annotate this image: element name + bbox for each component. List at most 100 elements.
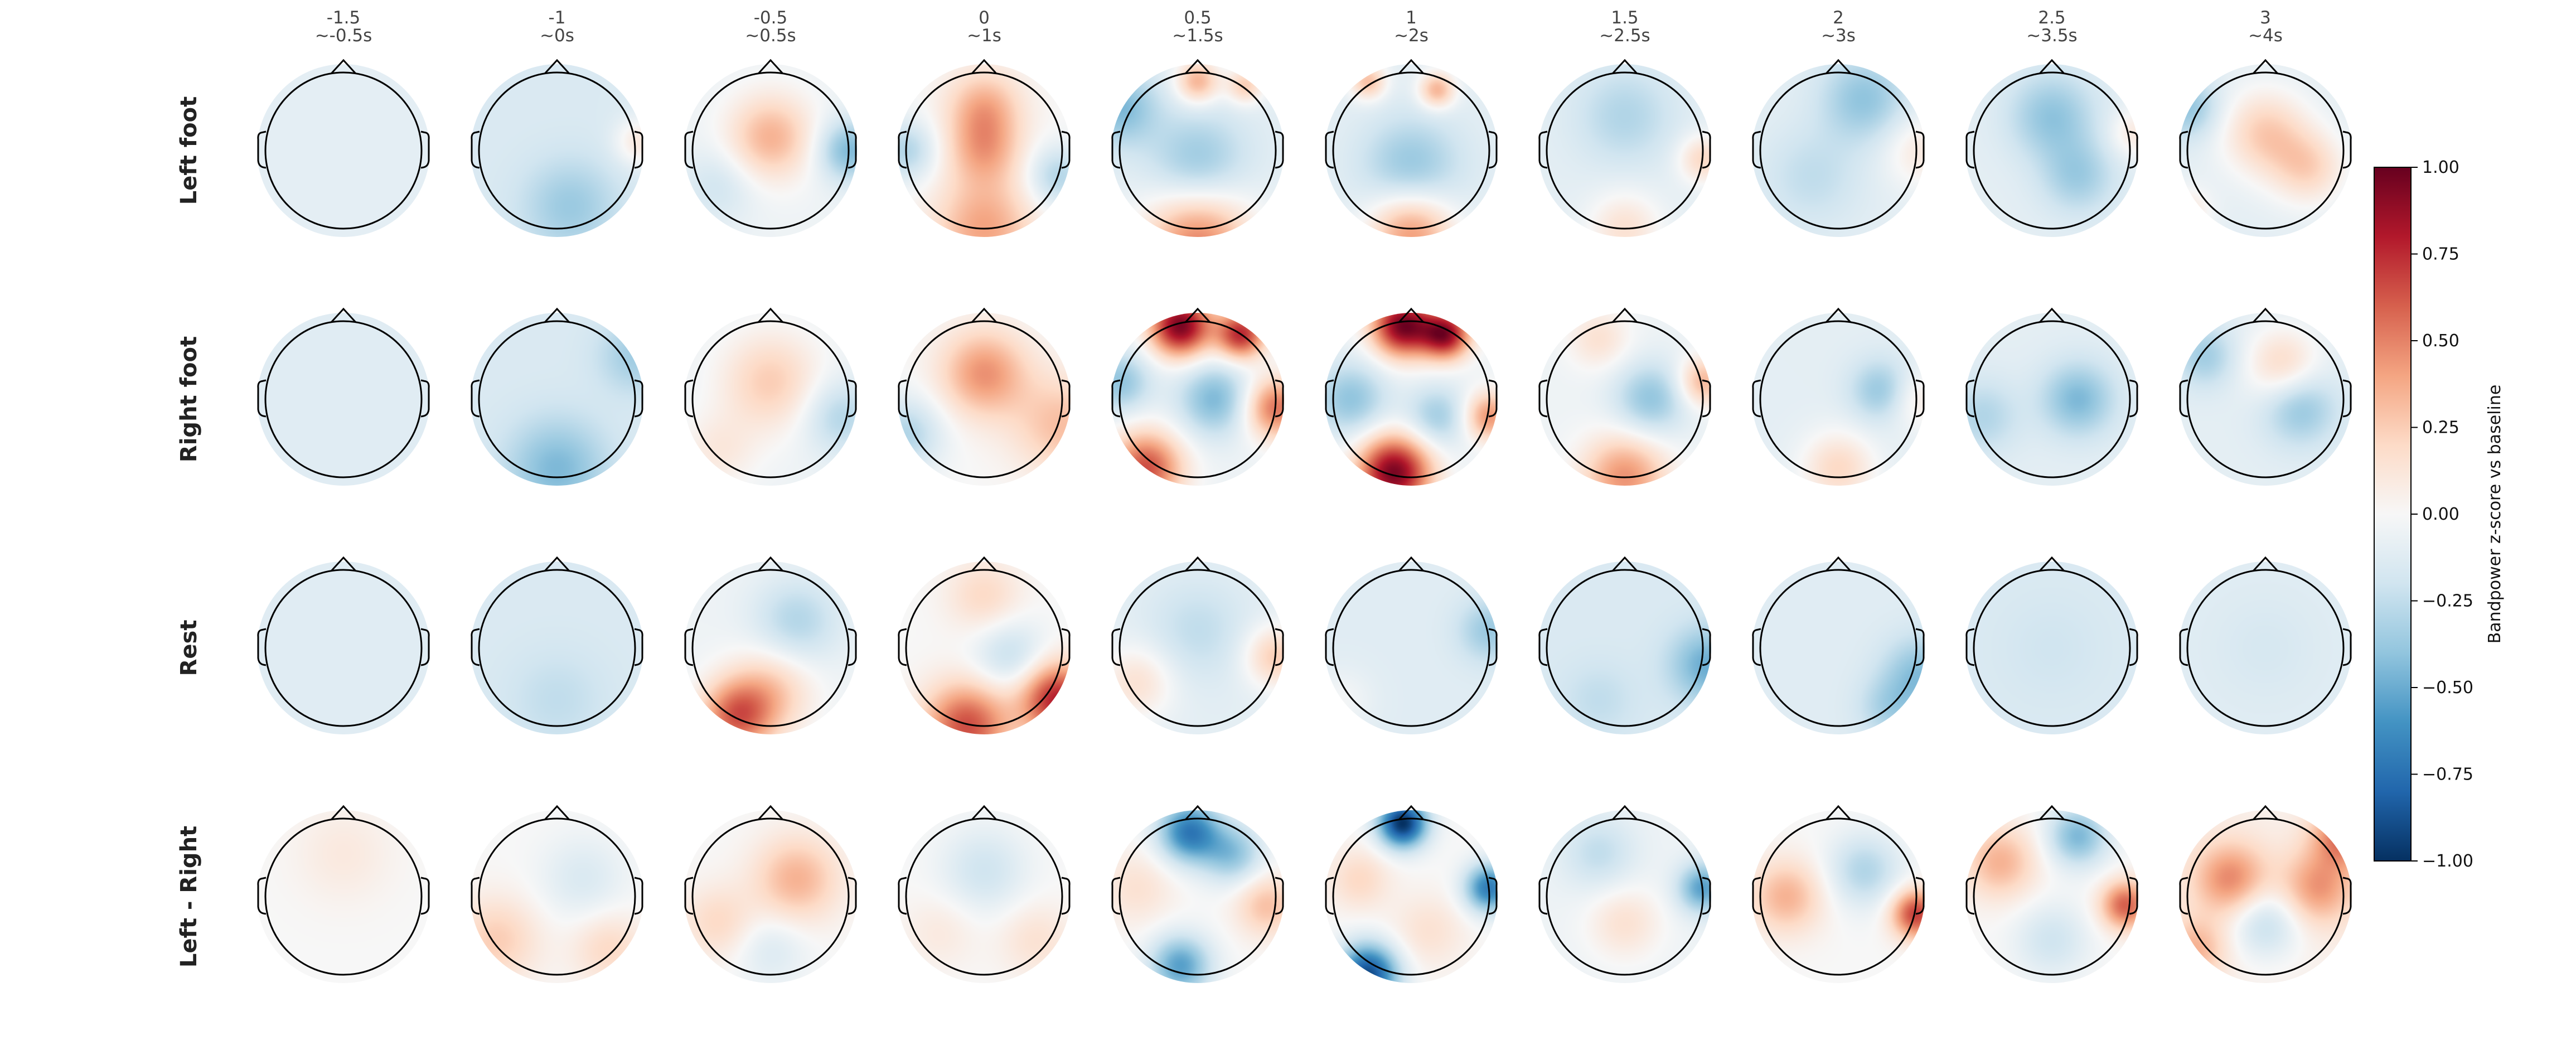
column-subtitle: ~2s [1394,26,1429,46]
topomap [684,556,857,734]
nose-outline [1825,556,1852,572]
head-outline [1118,569,1277,727]
left-ear-outline [1325,130,1334,169]
head-outline [1332,320,1490,478]
column-subtitle: ~0.5s [745,26,796,46]
left-ear-outline [257,379,267,418]
left-ear-outline [2179,130,2188,169]
nose-outline [544,59,570,75]
topomap-field [1752,810,1925,983]
colorbar-tick-label: −1.00 [2422,851,2473,871]
topomap [1111,307,1284,486]
nose-outline [1825,307,1852,323]
column-subtitle: ~2.5s [1599,26,1650,46]
nose-outline [544,556,570,572]
nose-outline [2038,805,2065,821]
topomap [1752,59,1925,237]
colorbar-gradient [2374,167,2412,862]
left-ear-outline [1965,379,1975,418]
nose-outline [1825,805,1852,821]
topomap [471,307,643,486]
left-ear-outline [1538,130,1548,169]
left-ear-outline [1111,877,1121,915]
topomap [684,59,857,237]
column-title: 3 [2260,8,2271,28]
column-subtitle: ~1.5s [1172,26,1223,46]
head-outline [905,817,1063,976]
topomap [2179,805,2352,983]
right-ear-outline [1488,130,1498,169]
right-ear-outline [2342,877,2352,915]
head-outline [478,320,636,478]
row-title: Rest [176,620,202,676]
nose-outline [757,307,784,323]
nose-outline [1398,556,1425,572]
topomap-field [684,313,857,486]
topomap [1538,59,1711,237]
left-ear-outline [1752,130,1761,169]
topomap [1538,307,1711,486]
nose-outline [1611,805,1638,821]
head-outline [264,71,423,230]
right-ear-outline [420,877,430,915]
topomap-field [1965,562,2138,734]
left-ear-outline [1111,379,1121,418]
column-subtitle: ~3s [1821,26,1856,46]
right-ear-outline [420,379,430,418]
topomap-field [1325,562,1498,734]
column-title: 0 [979,8,990,28]
nose-outline [2252,556,2279,572]
topomap [1965,59,2138,237]
right-ear-outline [848,628,857,666]
nose-outline [2252,307,2279,323]
head-outline [905,320,1063,478]
left-ear-outline [471,130,480,169]
head-outline [1332,71,1490,230]
topomap [1965,805,2138,983]
nose-outline [2038,556,2065,572]
right-ear-outline [1915,877,1925,915]
topomap-field [1325,64,1498,237]
left-ear-outline [2179,877,2188,915]
topomap-field [1752,562,1925,734]
nose-outline [1398,307,1425,323]
topomap [1325,805,1498,983]
head-outline [1973,320,2131,478]
head-outline [1546,569,1704,727]
right-ear-outline [1702,628,1711,666]
head-outline [691,320,850,478]
left-ear-outline [1111,628,1121,666]
nose-outline [1825,59,1852,75]
colorbar-tick-label: 0.50 [2422,331,2459,351]
left-ear-outline [684,628,694,666]
topomap [2179,556,2352,734]
left-ear-outline [1111,130,1121,169]
topomap [471,59,643,237]
head-outline [1759,320,1918,478]
nose-outline [971,805,998,821]
head-outline [1332,817,1490,976]
column-subtitle: ~-0.5s [315,26,372,46]
head-outline [2186,71,2345,230]
nose-outline [1398,59,1425,75]
head-outline [691,569,850,727]
topomap [1111,59,1284,237]
head-outline [1759,569,1918,727]
colorbar: 1.00 0.75 0.50 0.25 0.00 −0.25 −0.50 −0.75 −1.00… [2374,158,2505,871]
right-ear-outline [1275,877,1284,915]
topomap-field [898,313,1071,486]
topomap-field [684,64,857,237]
topomap-field [2179,810,2352,983]
left-ear-outline [257,628,267,666]
left-ear-outline [1325,379,1334,418]
topomap-field [1538,562,1711,734]
topomap [257,556,430,734]
topomap-field [684,810,857,983]
head-outline [1118,71,1277,230]
nose-outline [1184,805,1211,821]
head-outline [264,320,423,478]
topomap-field [1538,64,1711,237]
nose-outline [1611,59,1638,75]
topomap-field [898,64,1071,237]
left-ear-outline [898,379,907,418]
